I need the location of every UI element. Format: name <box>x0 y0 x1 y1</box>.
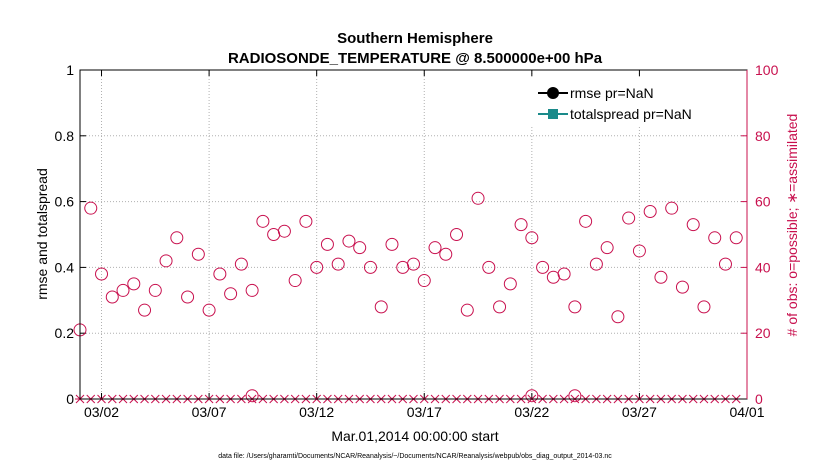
obs-possible-point <box>708 231 722 245</box>
x-tick-label: 03/22 <box>514 404 549 420</box>
obs-possible-point <box>503 277 517 291</box>
obs-possible-point <box>148 283 162 297</box>
obs-possible-point <box>622 211 636 225</box>
obs-possible-point <box>213 267 227 281</box>
obs-possible-point <box>568 300 582 314</box>
obs-possible-point <box>417 274 431 288</box>
obs-possible-point <box>536 260 550 274</box>
obs-possible-point <box>654 270 668 284</box>
obs-possible-point <box>729 231 743 245</box>
obs-possible-point <box>557 267 571 281</box>
legend-marker-totalspread <box>548 109 558 119</box>
obs-possible-point <box>342 234 356 248</box>
y-tick-label: 0.6 <box>55 194 75 210</box>
obs-possible-point <box>84 201 98 215</box>
x-axis-label: Mar.01,2014 00:00:00 start <box>331 428 498 444</box>
y-tick-label: 0.2 <box>55 325 75 341</box>
y-tick-label: 0.4 <box>55 259 75 275</box>
obs-possible-point <box>428 241 442 255</box>
obs-possible-point <box>116 283 130 297</box>
obs-possible-point <box>718 257 732 271</box>
obs-possible-point <box>353 241 367 255</box>
obs-possible-point <box>310 260 324 274</box>
y2-tick-label: 60 <box>755 194 771 210</box>
obs-possible-point <box>138 303 152 317</box>
obs-possible-point <box>170 231 184 245</box>
obs-possible-point <box>320 237 334 251</box>
x-tick-label: 03/12 <box>299 404 334 420</box>
obs-possible-point <box>525 231 539 245</box>
obs-possible-point <box>686 218 700 232</box>
obs-possible-point <box>611 310 625 324</box>
obs-possible-point <box>675 280 689 294</box>
y2-axis-label: # of obs: o=possible; ∗=assimilated <box>784 114 800 337</box>
chart-title-line2: RADIOSONDE_TEMPERATURE @ 8.500000e+00 hP… <box>228 50 603 67</box>
obs-possible-point <box>202 303 216 317</box>
obs-possible-point <box>643 204 657 218</box>
legend-box <box>530 79 739 127</box>
obs-possible-point <box>331 257 345 271</box>
x-tick-label: 03/07 <box>192 404 227 420</box>
y2-tick-label: 0 <box>755 391 763 407</box>
chart-title-line1: Southern Hemisphere <box>337 30 493 47</box>
obs-possible-point <box>439 247 453 261</box>
obs-possible-point <box>191 247 205 261</box>
y2-tick-label: 20 <box>755 325 771 341</box>
obs-possible-point <box>95 267 109 281</box>
obs-possible-point <box>525 389 539 403</box>
y-tick-label: 0 <box>66 391 74 407</box>
y-axis-label: rmse and totalspread <box>34 168 50 300</box>
obs-possible-point <box>632 244 646 258</box>
obs-possible-point <box>482 260 496 274</box>
obs-possible-point <box>127 277 141 291</box>
obs-possible-point <box>374 300 388 314</box>
obs-possible-point <box>493 300 507 314</box>
obs-possible-point <box>697 300 711 314</box>
obs-possible-point <box>665 201 679 215</box>
legend-marker-rmse <box>547 87 559 99</box>
obs-possible-point <box>299 214 313 228</box>
legend: rmse pr=NaN totalspread pr=NaN <box>530 79 739 127</box>
x-tick-label: 03/17 <box>407 404 442 420</box>
y2-axis-ticks: 0 20 40 60 80 100 <box>741 62 779 407</box>
obs-possible-point <box>589 257 603 271</box>
obs-possible-point <box>407 257 420 271</box>
obs-possible-point <box>277 224 291 238</box>
obs-possible-point <box>224 287 238 301</box>
x-axis-ticks: 03/02 03/07 03/12 03/17 03/22 03/27 04/01 <box>84 70 765 420</box>
obs-possible-point <box>105 290 119 304</box>
obs-possible-point <box>600 241 614 255</box>
obs-possible-point <box>363 260 377 274</box>
y2-tick-label: 100 <box>755 62 779 78</box>
y2-tick-label: 40 <box>755 259 771 275</box>
y-axis-ticks: 0 0.2 0.4 0.6 0.8 1 <box>55 62 86 407</box>
x-tick-label: 03/27 <box>622 404 657 420</box>
obs-possible-point <box>256 214 270 228</box>
obs-possible-point <box>568 389 582 403</box>
y2-tick-label: 80 <box>755 128 771 144</box>
obs-possible-point <box>181 290 195 304</box>
obs-possible-point <box>245 389 259 403</box>
obs-possible-point <box>288 274 302 288</box>
obs-possible-point <box>245 283 259 297</box>
y-tick-label: 1 <box>66 62 74 78</box>
y-tick-label: 0.8 <box>55 128 75 144</box>
x-tick-label: 04/01 <box>729 404 764 420</box>
obs-possible-point <box>460 303 474 317</box>
obs-possible-point <box>579 214 593 228</box>
obs-possible-point <box>234 257 248 271</box>
legend-label-rmse: rmse pr=NaN <box>570 85 654 101</box>
obs-possible-point <box>471 191 485 205</box>
obs-possible-point <box>159 254 173 268</box>
obs-possible-point <box>450 228 464 241</box>
legend-label-totalspread: totalspread pr=NaN <box>570 106 692 122</box>
obs-possible-point <box>385 237 399 251</box>
x-tick-label: 03/02 <box>84 404 119 420</box>
footnote: data file: /Users/gharamti/Documents/NCA… <box>218 453 612 460</box>
obs-possible-point <box>514 218 528 232</box>
